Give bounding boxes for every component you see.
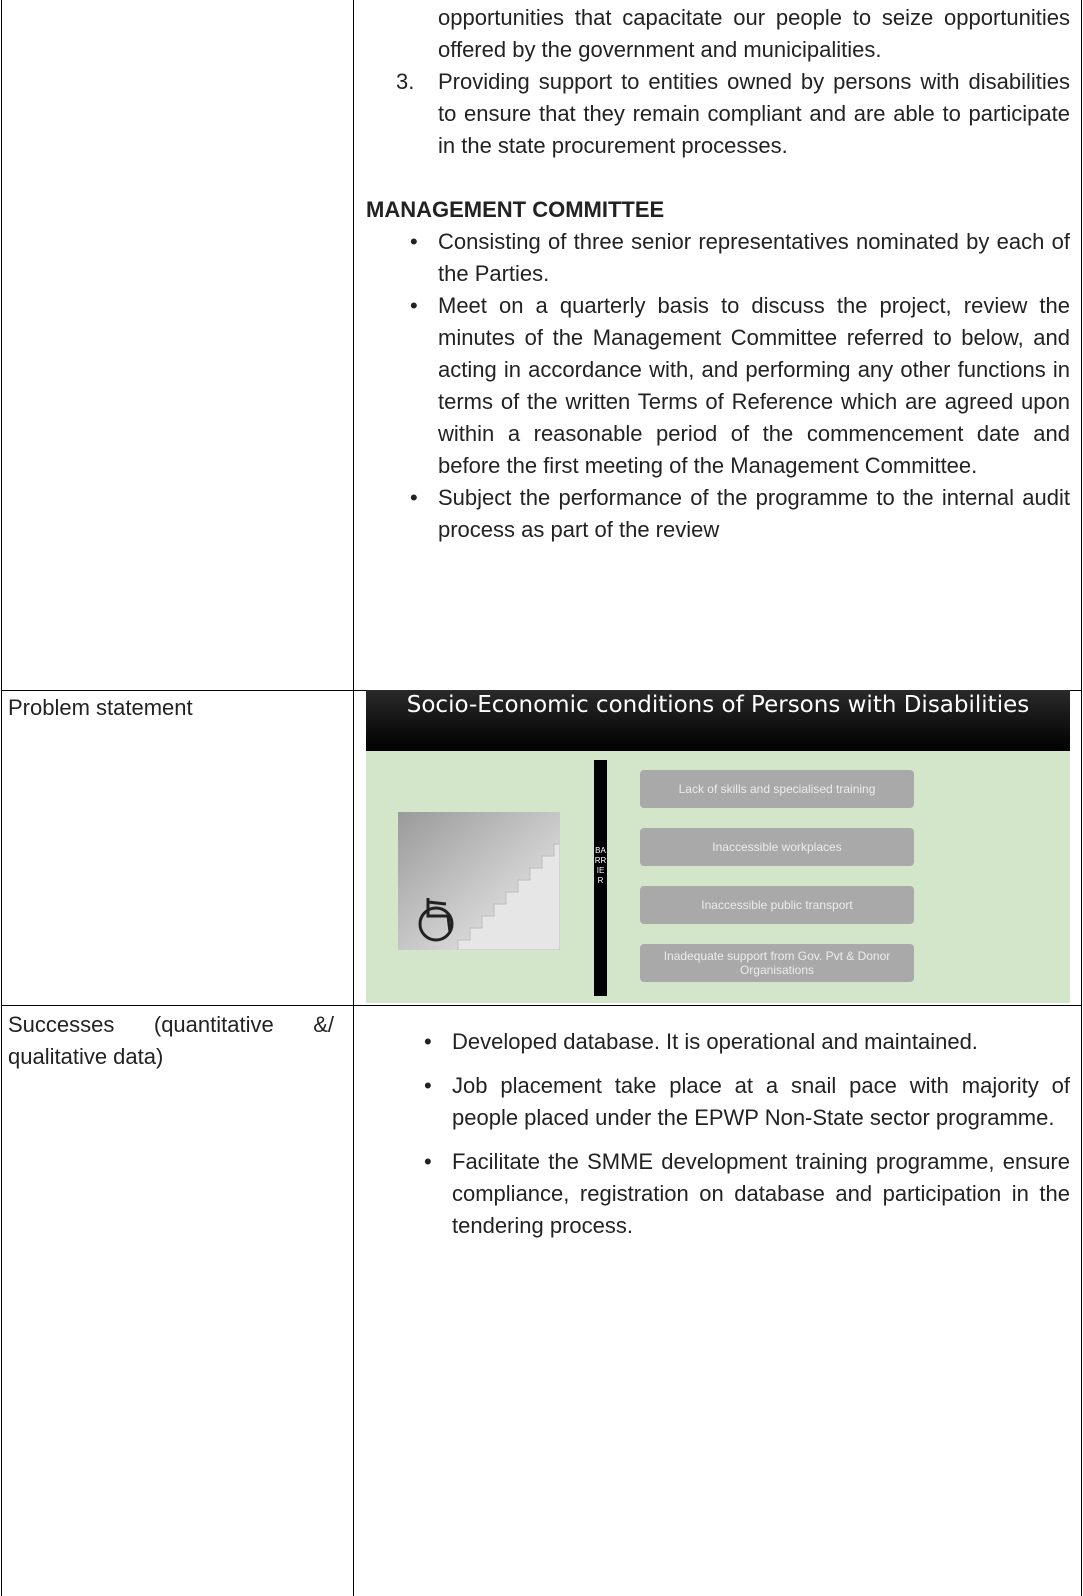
bullet-item: Developed database. It is operational an… [366, 1026, 1070, 1058]
table-cell: opportunities that capacitate our people… [366, 2, 1070, 546]
table-cell: Developed database. It is operational an… [366, 1026, 1070, 1242]
wheelchair-stairs-illustration [398, 812, 560, 950]
barrier-box: Inadequate support from Gov. Pvt & Donor… [640, 944, 914, 982]
slide-title: Socio-Economic conditions of Persons wit… [366, 690, 1070, 751]
table-border [1081, 0, 1082, 1596]
row-label: Successes (quantitative &/ qualitative d… [8, 1012, 334, 1069]
table-border [1, 0, 2, 1596]
table-border [353, 0, 354, 1596]
barrier-bar: BARRIER [594, 760, 607, 996]
numbered-item: 3. Providing support to entities owned by… [374, 66, 1070, 162]
bullet-item: Facilitate the SMME development training… [366, 1146, 1070, 1242]
bullet-list: Consisting of three senior representativ… [374, 226, 1070, 546]
bullet-list: Developed database. It is operational an… [366, 1026, 1070, 1242]
item-text: Providing support to entities owned by p… [438, 69, 1070, 158]
bullet-item: Meet on a quarterly basis to discuss the… [352, 290, 1070, 482]
table-border [1, 1005, 1082, 1006]
bullet-item: Subject the performance of the programme… [352, 482, 1070, 546]
barrier-box: Inaccessible workplaces [640, 828, 914, 866]
row-label: Problem statement [8, 695, 193, 720]
slide-image: Socio-Economic conditions of Persons wit… [366, 690, 1070, 1003]
continued-text: opportunities that capacitate our people… [438, 5, 1070, 62]
section-heading: MANAGEMENT COMMITTEE [366, 197, 665, 222]
barrier-box: Lack of skills and specialised training [640, 770, 914, 808]
bullet-item: Job placement take place at a snail pace… [366, 1070, 1070, 1134]
bullet-item: Consisting of three senior representativ… [352, 226, 1070, 290]
barrier-box: Inaccessible public transport [640, 886, 914, 924]
item-number: 3. [396, 69, 415, 94]
